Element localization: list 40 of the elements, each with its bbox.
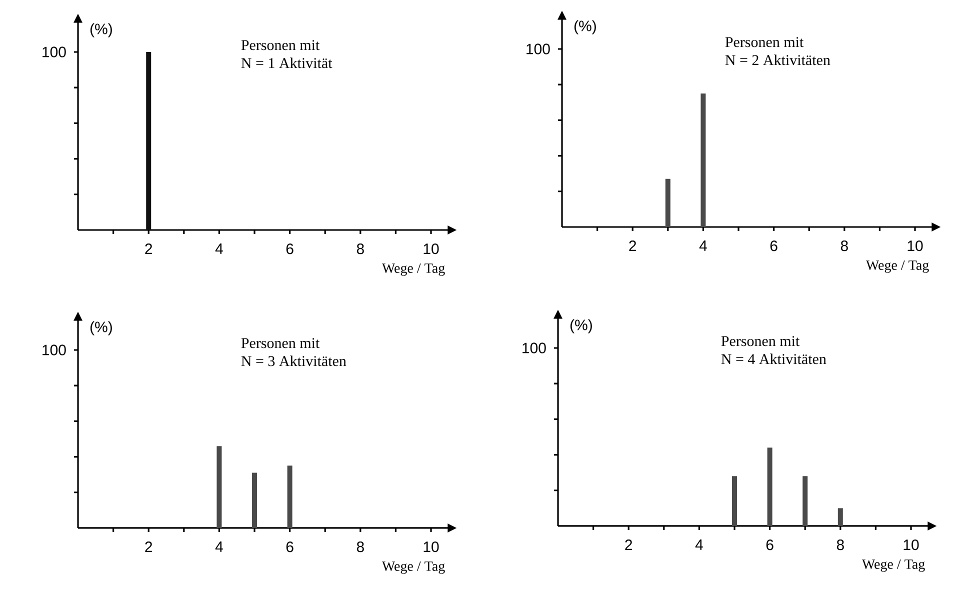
x-axis-title: Wege / Tag: [862, 560, 925, 572]
x-tick-label: 6: [286, 542, 294, 552]
x-tick-label: 4: [695, 540, 703, 550]
y-axis-title: (%): [90, 321, 112, 336]
x-tick-label: 4: [215, 542, 223, 552]
x-tick-label: 4: [215, 244, 223, 254]
x-tick-label: 6: [770, 240, 778, 252]
x-tick-label: 8: [840, 240, 848, 252]
x-tick-label: 4: [699, 240, 707, 251]
x-tick-label: 10: [424, 244, 439, 254]
y-tick-label: 100: [42, 46, 66, 58]
text: N = 3 Aktivitäten: [241, 356, 346, 366]
x-tick-label: 10: [908, 240, 923, 252]
y-tick-label: 100: [522, 342, 546, 354]
y-axis-title: (%): [574, 20, 596, 34]
text: N = 1 Aktivität: [241, 58, 332, 68]
y-tick-label: 100: [526, 44, 550, 54]
text: Personen mit: [721, 336, 800, 346]
x-tick-label: 2: [145, 542, 152, 552]
x-tick-label: 6: [286, 244, 294, 254]
text: Personen mit: [725, 37, 804, 48]
x-tick-label: 10: [424, 542, 439, 552]
x-tick-label: 8: [356, 542, 364, 552]
y-axis-title: (%): [90, 23, 112, 38]
text: Personen mit: [241, 338, 320, 348]
x-tick-label: 8: [836, 540, 844, 550]
x-tick-label: 2: [625, 540, 632, 550]
x-tick-label: 10: [904, 540, 919, 550]
y-axis-title: (%): [570, 319, 592, 334]
x-axis-title: Wege / Tag: [866, 260, 929, 273]
text: N = 2 Aktivitäten: [725, 54, 830, 66]
x-axis-title: Wege / Tag: [382, 562, 445, 574]
x-tick-label: 2: [145, 244, 152, 254]
text: N = 4 Aktivitäten: [721, 354, 826, 364]
x-tick-label: 2: [629, 240, 636, 251]
y-tick-label: 100: [42, 344, 66, 356]
x-axis-title: Wege / Tag: [382, 264, 445, 276]
x-tick-label: 6: [766, 540, 774, 550]
x-tick-label: 8: [356, 244, 364, 254]
text: Personen mit: [241, 40, 320, 50]
